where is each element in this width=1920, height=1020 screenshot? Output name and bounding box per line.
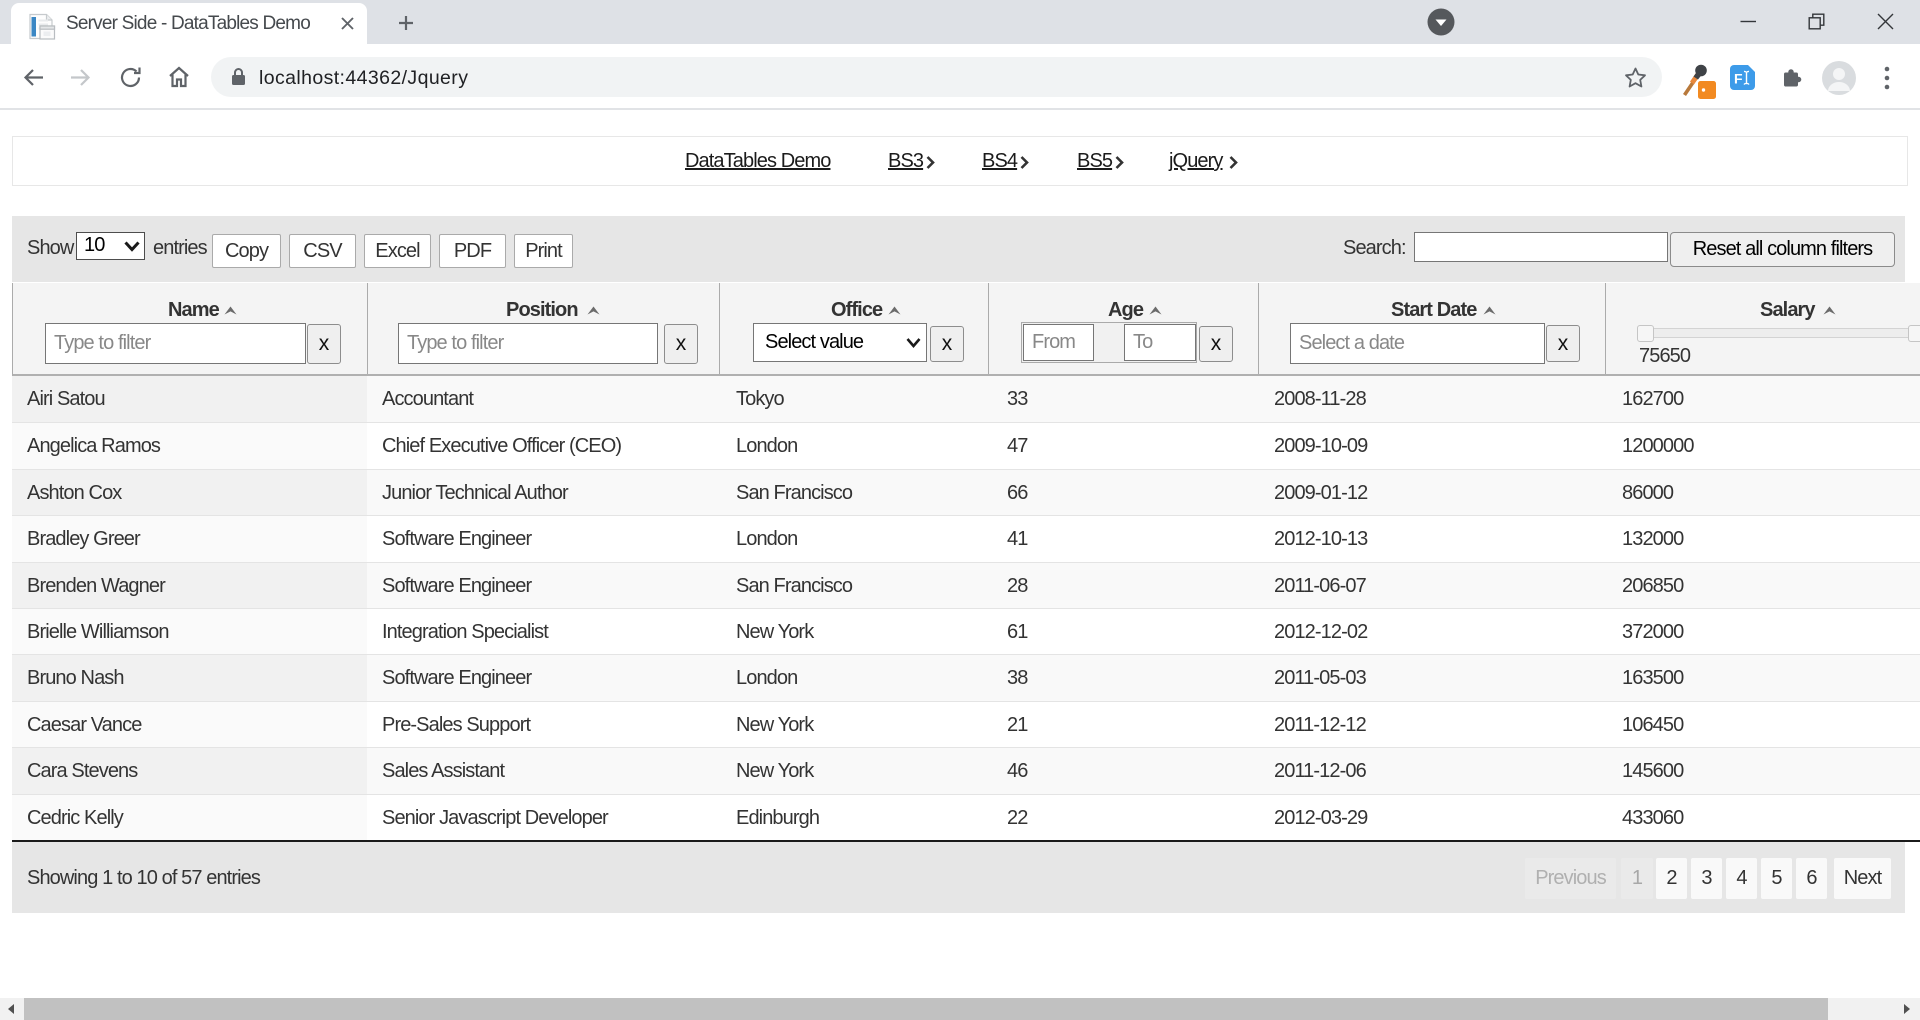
svg-text:F: F (1734, 71, 1743, 87)
